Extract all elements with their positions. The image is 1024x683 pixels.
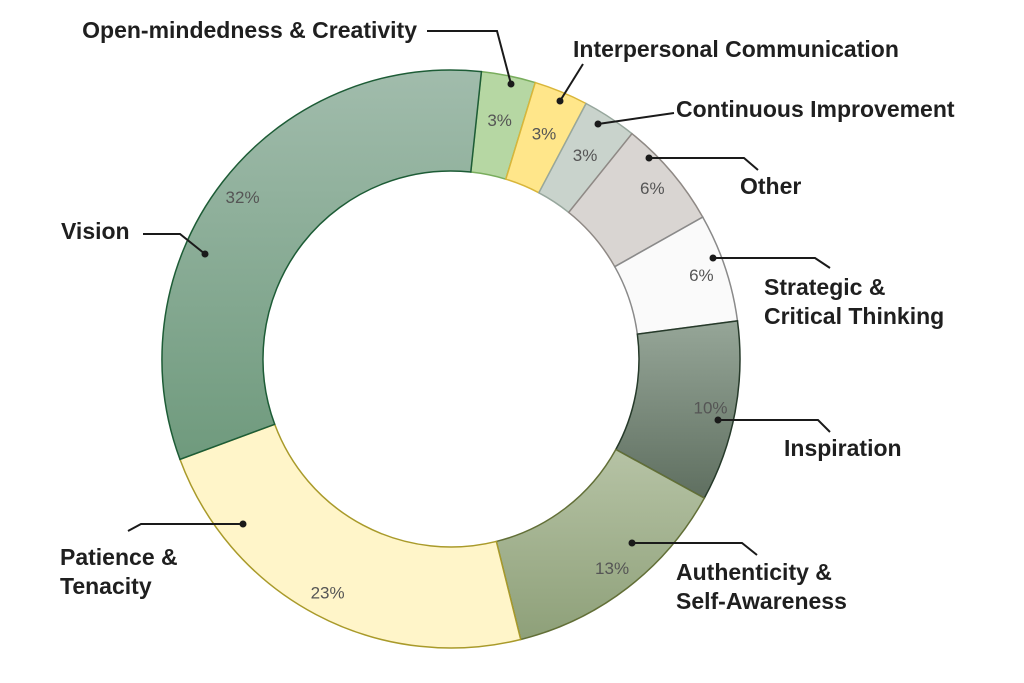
leader-line-open-mindedness-and-creativity	[427, 30, 512, 85]
leader-line-interpersonal-communication	[559, 63, 584, 102]
category-label-line: Other	[740, 173, 801, 199]
leader-dot-authenticity-and-self-awareness	[628, 539, 636, 547]
leader-lines-group	[127, 30, 831, 556]
leader-line-inspiration	[718, 419, 831, 433]
percent-label-other: 6%	[640, 179, 665, 198]
category-label-line: Interpersonal Communication	[573, 36, 899, 62]
category-label-line: Vision	[61, 218, 130, 244]
leader-line-patience-and-tenacity	[127, 523, 243, 532]
category-label-line: Patience &	[60, 544, 178, 570]
percent-label-interpersonal-communication: 3%	[532, 124, 557, 143]
category-label-line: Tenacity	[60, 573, 152, 599]
category-label-authenticity-and-self-awareness: Authenticity & Self-Awareness	[676, 559, 847, 614]
percent-label-open-mindedness-and-creativity: 3%	[487, 111, 512, 130]
leader-dot-strategic-and-critical-thinking	[709, 254, 717, 262]
category-label-vision: Vision	[61, 218, 130, 244]
category-label-inspiration: Inspiration	[784, 435, 902, 461]
slice-patience-and-tenacity	[179, 423, 522, 649]
percent-label-inspiration: 10%	[693, 399, 727, 418]
category-label-continuous-improvement: Continuous Improvement	[676, 96, 955, 122]
category-label-line: Strategic &	[764, 274, 885, 300]
category-label-patience-and-tenacity: Patience & Tenacity	[60, 544, 178, 599]
category-label-line: Critical Thinking	[764, 303, 944, 329]
category-label-line: Inspiration	[784, 435, 902, 461]
slices-group	[161, 69, 741, 649]
leader-dot-continuous-improvement	[594, 120, 602, 128]
percent-label-vision: 32%	[226, 188, 260, 207]
percent-labels-group: 3% 3% 3% 6% 6% 10% 13% 23% 32%	[226, 111, 728, 602]
category-label-line: Self-Awareness	[676, 588, 847, 614]
leader-line-vision	[143, 233, 206, 255]
leader-dot-patience-and-tenacity	[239, 520, 247, 528]
percent-label-patience-and-tenacity: 23%	[311, 583, 345, 602]
category-label-line: Open-mindedness & Creativity	[82, 17, 417, 43]
leader-line-authenticity-and-self-awareness	[632, 542, 758, 556]
percent-label-authenticity-and-self-awareness: 13%	[595, 559, 629, 578]
leader-line-strategic-and-critical-thinking	[713, 257, 831, 269]
category-label-strategic-and-critical-thinking: Strategic & Critical Thinking	[764, 274, 944, 329]
leader-dot-other	[645, 154, 653, 162]
category-label-interpersonal-communication: Interpersonal Communication	[573, 36, 899, 62]
slice-vision	[161, 69, 483, 461]
category-labels-group: Open-mindedness & Creativity Interpersona…	[60, 17, 955, 614]
percent-label-continuous-improvement: 3%	[573, 146, 598, 165]
category-label-line: Continuous Improvement	[676, 96, 955, 122]
leader-dot-interpersonal-communication	[556, 97, 564, 105]
category-label-open-mindedness-and-creativity: Open-mindedness & Creativity	[82, 17, 417, 43]
leader-dot-inspiration	[714, 416, 722, 424]
leader-dot-vision	[201, 250, 209, 258]
category-label-other: Other	[740, 173, 801, 199]
category-label-line: Authenticity &	[676, 559, 832, 585]
leader-line-other	[649, 157, 759, 171]
leader-dot-open-mindedness-and-creativity	[507, 80, 515, 88]
percent-label-strategic-and-critical-thinking: 6%	[689, 266, 714, 285]
leader-line-continuous-improvement	[597, 112, 675, 125]
